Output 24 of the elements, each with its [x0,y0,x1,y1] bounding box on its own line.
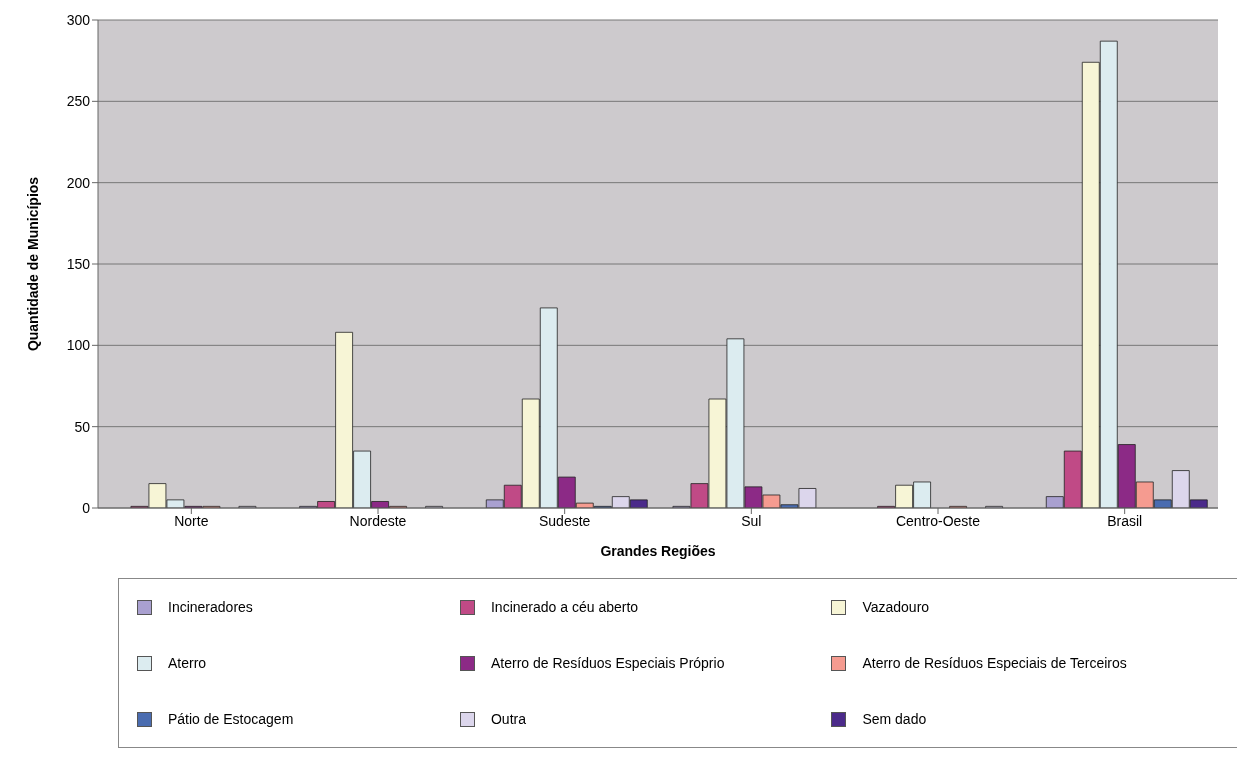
legend-label: Incinerado a céu aberto [490,599,639,615]
legend-label: Aterro [168,655,207,671]
legend-label: Sem dado [862,711,927,727]
legend-label: Incineradores [168,599,253,615]
y-tick-label: 300 [66,11,91,28]
x-tick-label: Nordeste [349,512,407,529]
y-tick-label: 150 [66,255,91,272]
x-tick-label: Sul [741,512,762,529]
legend-label: Aterro de Resíduos Especiais Próprio [490,655,725,671]
y-tick-label: 200 [66,174,91,191]
y-tick-label: 0 [82,499,91,516]
y-tick-label: 100 [66,337,91,354]
legend-label: Outra [490,711,526,727]
y-tick-label: 50 [74,418,91,435]
legend-label: Pátio de Estocagem [168,711,294,727]
x-tick-label: Brasil [1107,512,1143,529]
legend-label: Aterro de Resíduos Especiais de Terceiros [862,655,1127,671]
x-tick-label: Centro-Oeste [895,512,981,529]
y-axis-title: Quantidade de Municípios [24,176,41,352]
x-tick-label: Sudeste [538,512,591,529]
legend-label: Vazadouro [862,599,930,615]
x-tick-label: Norte [174,512,209,529]
x-axis-title: Grandes Regiões [600,543,716,559]
y-tick-label: 250 [66,93,91,110]
